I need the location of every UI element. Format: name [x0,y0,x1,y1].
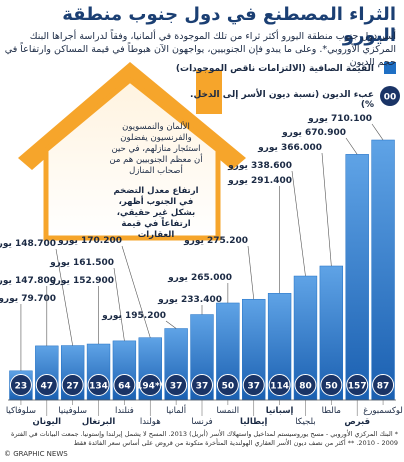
value-label: 170.200 يورو [57,236,122,246]
annotation: ارتفاع معدل التضخم في الجنوب أظهر، بشكل … [113,186,199,240]
debt-label: 80 [299,382,312,392]
x-tick-label: بلجيكا [295,417,316,427]
bar [371,139,395,401]
value-label: 233.400 يورو [157,295,222,305]
house-body [43,76,221,241]
x-tick-label: قبرص [344,417,370,427]
debt-circle [268,374,291,396]
x-tick-label: مالطا [322,406,341,416]
debt-label: 23 [15,382,28,392]
house [18,62,246,241]
leader-line [345,137,358,155]
chart-title: الثراء المصطنع في دول جنوب منطقة اليورو [62,4,396,46]
x-tick-label: ألمانيا [166,404,186,416]
bar [345,154,369,401]
legend-circle [380,86,400,106]
legend-sample: 00 [384,93,397,103]
debt-circle [346,374,369,396]
leader-line [165,320,177,329]
subtitle: أسر دول جنوب منطقة اليورو أكثر ثراء من ت… [4,31,396,68]
debt-label: 37 [247,382,260,392]
chimney [196,70,222,114]
x-tick-label: فرنسا [191,417,212,427]
debt-label: 37 [170,382,183,392]
annotation: الألمان والنمسويون والفرنسيون يفضلون است… [109,122,203,176]
debt-circle [113,374,136,396]
debt-label: 50 [325,382,338,392]
leader-line [247,245,255,300]
debt-circle [9,374,32,396]
debt-label: 87 [377,382,390,392]
debt-circle [242,374,265,396]
value-label: 338.600 يورو [227,161,292,171]
debt-label: 64 [118,382,131,392]
value-label: 152.900 يورو [49,276,114,286]
legend-swatch [384,62,396,74]
leader-line [371,123,384,141]
value-label: 265.000 يورو [167,273,232,283]
debt-label: 194** [136,382,164,392]
credit: © GRAPHIC NEWS [4,450,68,458]
x-tick-label: إيطاليا [240,417,268,427]
debt-circle [35,374,58,396]
debt-circle [139,374,162,396]
value-label: 147.800 يورو [0,276,56,286]
x-tick-label: إسبانيا [266,406,294,416]
x-tick-label: البرتغال [82,417,116,427]
debt-label: 157 [348,382,367,392]
x-tick-label: سلوفينيا [58,406,87,416]
x-tick-label: هولندا [140,417,161,427]
x-tick-label: النمسا [217,406,240,416]
debt-circle [165,374,188,396]
debt-label: 37 [196,382,209,392]
debt-circle [61,374,84,396]
value-label: 710.100 يورو [307,114,372,124]
debt-label: 134 [89,382,108,392]
value-label: 161.500 يورو [49,258,114,268]
value-label: 79.700 يورو [0,294,56,304]
leader-line [121,245,151,338]
debt-circle [372,374,395,396]
debt-circle [191,374,213,396]
debt-label: 27 [66,382,79,392]
leader-line [291,170,306,277]
legend-label: عبء الديون (نسبة ديون الأسر إلى الدخل. %… [190,90,374,110]
value-label: 291.400 يورو [227,176,292,186]
debt-label: 114 [270,382,289,392]
footnote: * البنك المركزي الأوروبي - مسح يوروسيستم… [10,430,398,447]
x-tick-label: لوكسمبورغ [363,406,403,416]
leader-line [55,248,73,346]
debt-circle [320,374,343,396]
debt-circle [87,374,110,396]
leader-line [113,267,125,341]
debt-circle [294,374,317,396]
leader-line [321,152,332,267]
x-tick-label: اليونان [33,417,62,427]
value-label: 366.000 يورو [257,143,322,153]
legend: 00 [380,62,400,106]
debt-label: 50 [222,382,235,392]
value-label: 275.200 يورو [183,236,248,246]
value-label: 195.200 يورو [101,311,166,321]
legend-label: القيمة الصافية (الالتزامات ناقص الموجودا… [175,64,374,74]
value-label: 148.700 يورو [0,239,56,249]
debt-label: 47 [41,382,54,392]
x-tick-label: فنلندا [115,406,134,416]
value-label: 670.900 يورو [281,128,346,138]
x-tick-label: سلوفاكيا [6,406,36,416]
debt-circle [216,374,239,396]
